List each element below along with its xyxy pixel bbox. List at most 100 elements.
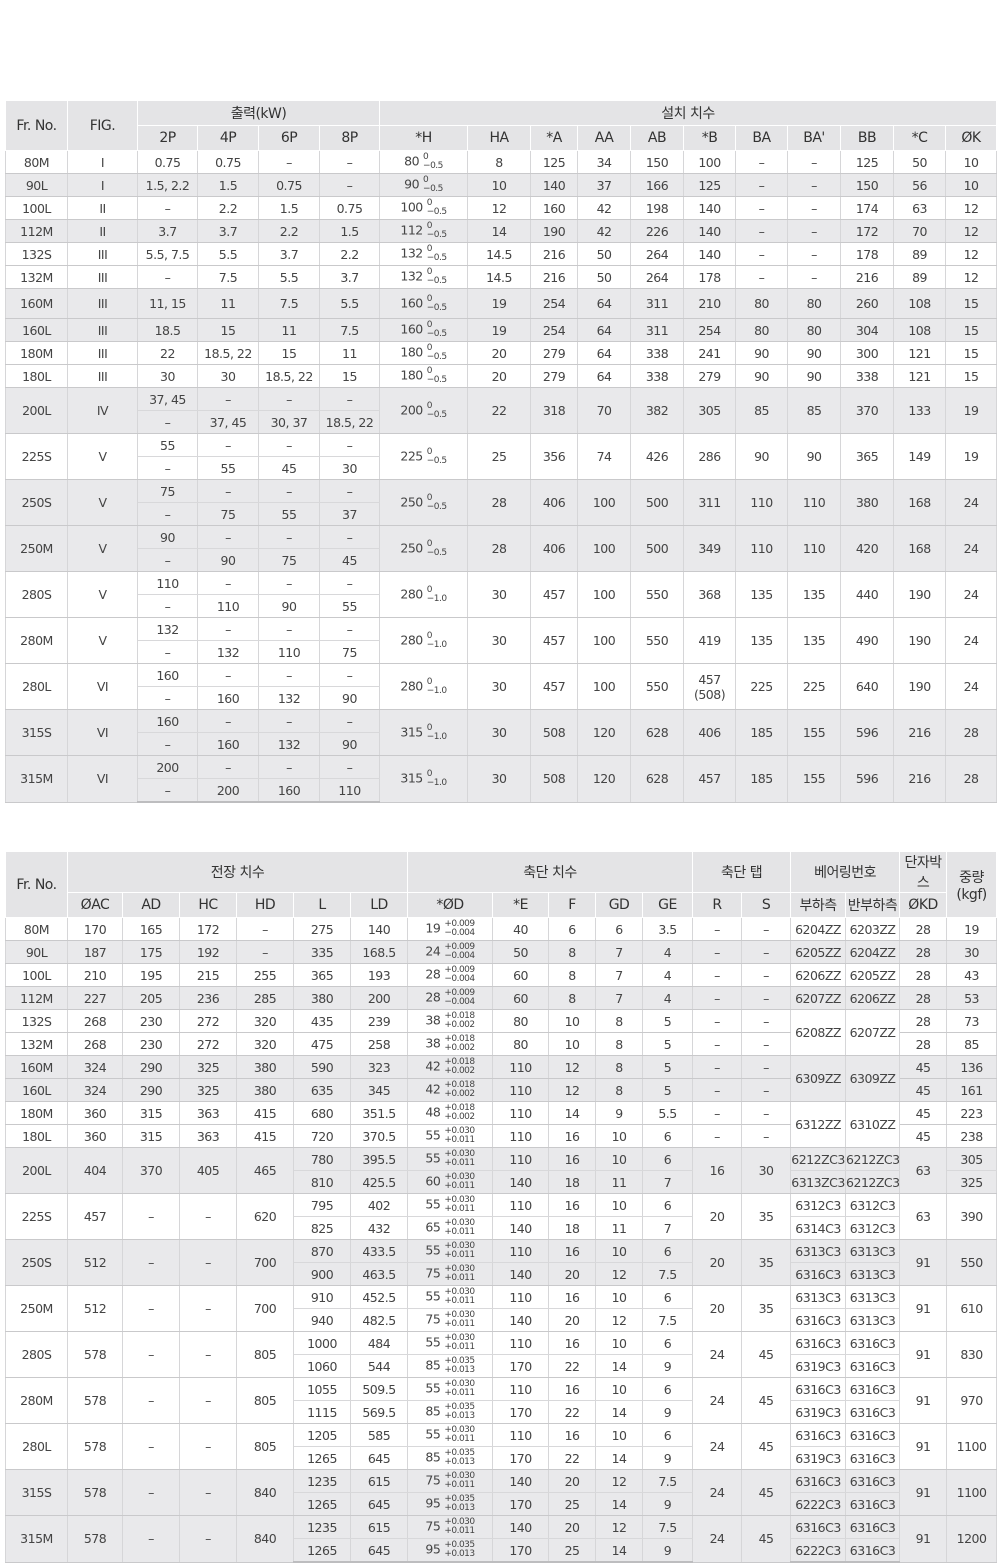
tolerance: +0.018 +0.002 (444, 1012, 475, 1030)
column-header: AA (577, 125, 632, 151)
toleranced-value: 38 +0.018 +0.002 (407, 1009, 494, 1033)
upper-tolerance: 0 (426, 221, 433, 231)
upper-tolerance: 0 (426, 492, 433, 503)
dimension-value: 279 (530, 364, 579, 388)
frame-number: 100L (5, 196, 68, 220)
dimension-value: 5.5 (642, 1101, 694, 1125)
dimension-value: 325 (179, 1078, 237, 1102)
bearing-load-side: 6319C3 (790, 1446, 847, 1470)
dimension-value: 170 (492, 1354, 550, 1378)
lower-tolerance: −1.0 (426, 685, 447, 696)
dimension-value: 3.5 (642, 917, 694, 941)
dimension-value: 1055 (293, 1377, 351, 1401)
dimension-value: 805 (236, 1423, 294, 1470)
dimension-value: 110 (492, 1078, 550, 1102)
dimension-value: 10 (595, 1147, 644, 1171)
weight-value: 53 (946, 986, 998, 1010)
dimension-value: 578 (67, 1515, 123, 1563)
tap-value: – (692, 1101, 743, 1125)
dimension-value: 15 (945, 318, 998, 342)
frame-number: 280S (5, 571, 68, 618)
bearing-load-side: 6316C3 (790, 1308, 847, 1332)
dimension-value: 192 (179, 940, 237, 964)
dimension-value: 120 (577, 709, 632, 756)
nominal-value: 95 (425, 1495, 441, 1511)
bearing-opposite-side: 6316C3 (845, 1446, 901, 1470)
tolerance: +0.030 +0.011 (444, 1196, 475, 1214)
tap-value: 35 (741, 1285, 792, 1332)
table-row: 280L 578– –805 1205 585 55 +0.030 +0.011 110 16 10… (5, 1423, 998, 1470)
table-row: 225S 457– –620 795 402 55 +0.030 +0.011 110 16 10 6… (5, 1193, 998, 1240)
dimension-value: 125 (530, 150, 579, 174)
dimension-value: 110 (492, 1239, 550, 1263)
dimension-value: 260 (840, 288, 895, 319)
dimension-value: 420 (840, 525, 895, 572)
frame-number: 180M (5, 341, 68, 365)
dimension-value: 20 (467, 364, 532, 388)
nominal-value: 55 (425, 1334, 441, 1350)
terminal-box-value: 91 (899, 1469, 948, 1516)
bearing-load-side: 6316C3 (790, 1331, 847, 1355)
power-value: 90 (137, 525, 198, 549)
bearing-load-side: 6309ZZ (790, 1055, 847, 1102)
table-row: 160L III 18.5 15 11 7.5 160 0 −0.5 19 254 64 311 254 8… (5, 318, 998, 342)
frame-number: 280L (5, 663, 68, 710)
power-value: – (137, 548, 198, 572)
dimension-value: 90 (735, 341, 789, 365)
weight-value: 136 (946, 1055, 998, 1079)
dimension-value: 64 (577, 364, 632, 388)
dimension-value: 272 (179, 1009, 237, 1033)
dimension-value: 6 (595, 917, 644, 941)
table-row: 132M 268 230 272 320 475 258 38 +0.018 +0.002 80 10… (5, 1032, 998, 1056)
dimension-value: 18 (548, 1216, 597, 1240)
dimension-value: 426 (630, 433, 685, 480)
dimension-value: 190 (893, 663, 947, 710)
dimension-value: 795 (293, 1193, 351, 1217)
dimension-value: 463.5 (349, 1262, 409, 1286)
terminal-box-value: 28 (899, 1009, 948, 1033)
dimension-value: 457 (508) (683, 663, 737, 710)
dimension-value: 1235 (293, 1469, 351, 1493)
tap-value: 45 (741, 1423, 792, 1470)
dimension-value: 363 (179, 1101, 237, 1125)
dimension-value: 125 (840, 150, 895, 174)
power-value: – (318, 150, 381, 174)
nominal-value: 55 (425, 1150, 441, 1166)
tap-value: 24 (692, 1469, 743, 1516)
dimension-value: 215 (179, 963, 237, 987)
tolerance: 0 −1.0 (427, 631, 447, 650)
column-header: 4P (197, 125, 259, 151)
figure-number: V (67, 525, 138, 572)
table-row: 200L 404 370 405 465 780 395.5 55 +0.030 +0.011 11… (5, 1147, 998, 1194)
dimension-value: 74 (577, 433, 632, 480)
lower-tolerance: +0.011 (444, 1181, 475, 1191)
dimension-value: 324 (67, 1055, 123, 1079)
dimension-value: 80 (787, 288, 842, 319)
lower-tolerance: +0.011 (444, 1388, 475, 1398)
tap-value: – (741, 963, 792, 987)
dimension-value: 14 (467, 219, 532, 243)
frame-number: 200L (5, 387, 68, 434)
nominal-value: 280 (400, 632, 423, 647)
toleranced-value: 315 0 −1.0 (379, 709, 469, 756)
dimension-value: 12 (945, 219, 998, 243)
bearing-opposite-side: 6316C3 (845, 1423, 901, 1447)
dimension-value: 290 (122, 1078, 180, 1102)
tolerance: +0.030 +0.011 (444, 1173, 475, 1191)
dimension-value: 5 (642, 1032, 694, 1056)
dimension-value: 268 (67, 1009, 123, 1033)
weight-value: 73 (946, 1009, 998, 1033)
power-value: – (137, 640, 198, 664)
power-value: 132 (197, 640, 259, 664)
power-value: – (318, 709, 381, 733)
power-value: 132 (137, 617, 198, 641)
power-value: 75 (258, 548, 320, 572)
dimension-value: 940 (293, 1308, 351, 1332)
dimension-value: 14 (595, 1354, 644, 1378)
tap-value: 45 (741, 1377, 792, 1424)
dimension-value: 110 (492, 1124, 550, 1148)
dimension-value: 640 (840, 663, 895, 710)
tolerance: +0.030 +0.011 (444, 1380, 475, 1398)
group-header: 단자박스 (899, 851, 948, 893)
upper-tolerance: 0 (426, 244, 433, 254)
